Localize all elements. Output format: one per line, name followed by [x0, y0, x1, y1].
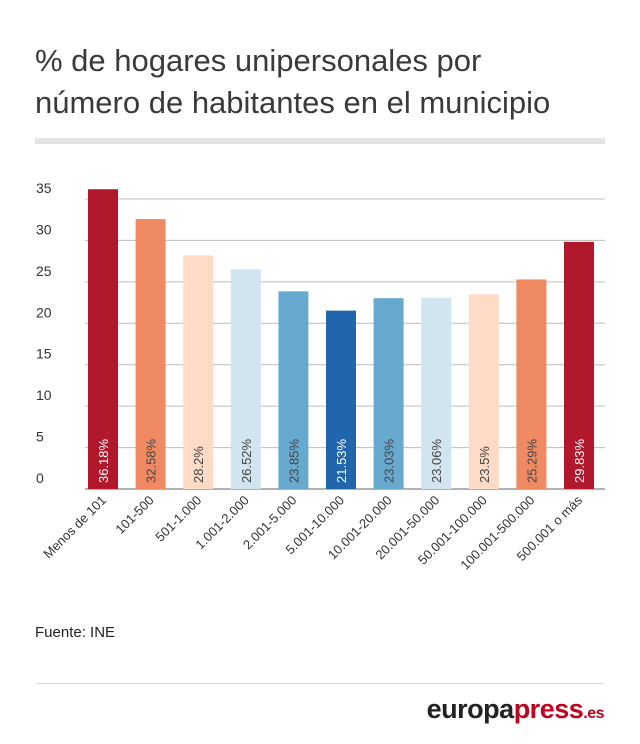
source-note: Fuente: INE — [35, 624, 116, 641]
bar — [468, 294, 499, 489]
bar — [183, 255, 214, 489]
footer-divider — [35, 683, 605, 684]
bar — [278, 291, 309, 489]
bar — [88, 189, 118, 490]
y-tick-label: 10 — [36, 387, 52, 403]
y-tick-label: 0 — [36, 470, 44, 486]
bar — [326, 310, 356, 489]
bar-value-label: 23.03% — [382, 438, 397, 483]
x-axis-labels: Menos de 101 101-500501-1.0001.001-2.0002… — [40, 492, 585, 572]
y-tick-label: 35 — [36, 180, 52, 196]
title-line-2: número de habitantes en el municipio — [35, 85, 551, 120]
bar-value-label: 23.5% — [477, 446, 492, 483]
bars: 36.18% 32.58% 28.2% 26.52% 23.85% 21.53% 23.03… — [88, 189, 594, 490]
bar-value-label: 25.29% — [524, 438, 539, 483]
bar — [421, 297, 452, 489]
y-tick-label: 30 — [36, 221, 52, 237]
bar — [516, 279, 547, 489]
europapress-logo: europapress.es — [426, 694, 605, 725]
title-divider — [35, 138, 605, 144]
bar-value-label: 36.18% — [96, 438, 111, 483]
bar-value-label: 26.52% — [239, 438, 254, 483]
bar-value-label: 32.58% — [144, 438, 159, 483]
chart-title: % de hogares unipersonales por número de… — [35, 40, 615, 124]
y-tick-label: 15 — [36, 346, 52, 362]
bar — [373, 298, 404, 489]
bar-value-label: 23.06% — [429, 438, 444, 483]
logo-main: europa — [426, 694, 515, 724]
bar-value-label: 21.53% — [334, 438, 349, 483]
logo-tld: .es — [583, 705, 604, 722]
bar — [135, 219, 166, 489]
logo-accent: press — [513, 694, 584, 724]
x-category-label: Menos de 101 — [40, 493, 109, 562]
bar-value-label: 29.83% — [572, 438, 587, 483]
bar — [564, 241, 594, 489]
y-axis-ticks: 0 5 10 15 20 25 30 35 — [36, 180, 52, 486]
y-tick-label: 20 — [36, 304, 52, 320]
bar-value-label: 28.2% — [191, 446, 206, 483]
bar-value-label: 23.85% — [286, 438, 301, 483]
y-tick-label: 5 — [36, 429, 44, 445]
bar — [230, 269, 261, 489]
y-tick-label: 25 — [36, 263, 52, 279]
x-category-label: 101-500 — [112, 493, 156, 537]
title-line-1: % de hogares unipersonales por — [35, 43, 482, 78]
bar-chart: 36.18% 32.58% 28.2% 26.52% 23.85% 21.53% 23.03… — [36, 180, 605, 573]
